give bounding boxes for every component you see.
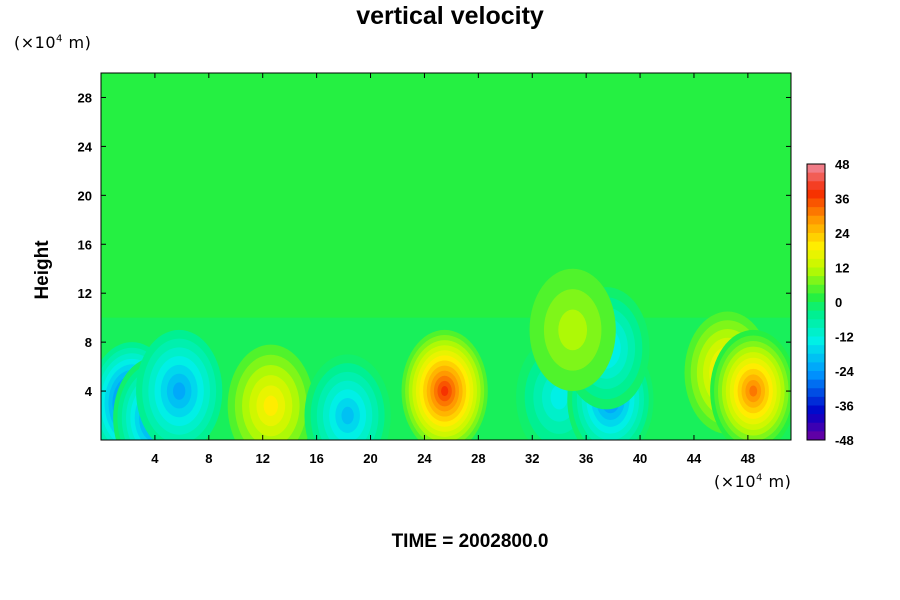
colorbar-band bbox=[807, 293, 825, 303]
colorbar-band bbox=[807, 250, 825, 260]
colorbar-band bbox=[807, 276, 825, 286]
y-tick-label: 4 bbox=[85, 384, 93, 399]
colorbar-band bbox=[807, 189, 825, 199]
contour-feature-4 bbox=[341, 406, 354, 425]
colorbar-tick-label: 12 bbox=[835, 261, 849, 276]
colorbar-band bbox=[807, 241, 825, 251]
x-tick-label: 32 bbox=[525, 451, 539, 466]
y-tick-label: 20 bbox=[78, 188, 92, 203]
colorbar-band bbox=[807, 181, 825, 191]
x-tick-label: 8 bbox=[205, 451, 212, 466]
colorbar-band bbox=[807, 164, 825, 174]
x-tick-label: 36 bbox=[579, 451, 593, 466]
colorbar-tick-label: 48 bbox=[835, 157, 849, 172]
x-tick-label: 16 bbox=[309, 451, 323, 466]
colorbar-frame bbox=[806, 163, 826, 441]
colorbar-band bbox=[807, 327, 825, 337]
x-tick-label: 48 bbox=[741, 451, 755, 466]
chart-title: vertical velocity bbox=[356, 2, 544, 30]
colorbar-tick-label: -48 bbox=[835, 433, 854, 448]
colorbar-band bbox=[807, 215, 825, 225]
contour-feature-6 bbox=[550, 384, 568, 410]
x-tick-label: 44 bbox=[687, 451, 702, 466]
colorbar-band bbox=[807, 172, 825, 182]
x-tick-label: 28 bbox=[471, 451, 485, 466]
colorbar-band bbox=[807, 302, 825, 312]
y-tick-label: 8 bbox=[85, 335, 92, 350]
colorbar-band bbox=[807, 362, 825, 372]
x-tick-label: 24 bbox=[417, 451, 432, 466]
colorbar-tick-label: 0 bbox=[835, 295, 842, 310]
colorbar-tick-label: 36 bbox=[835, 192, 849, 207]
y-tick-label: 12 bbox=[78, 286, 92, 301]
contour-feature-2 bbox=[173, 382, 186, 400]
time-label: TIME = 2002800.0 bbox=[391, 531, 549, 552]
colorbar-band bbox=[807, 353, 825, 363]
colorbar-band bbox=[807, 388, 825, 398]
colorbar-band bbox=[807, 207, 825, 217]
contour-feature-11 bbox=[749, 385, 758, 397]
colorbar-band bbox=[807, 284, 825, 294]
colorbar-band bbox=[807, 422, 825, 432]
y-tick-label: 28 bbox=[78, 90, 92, 105]
x-tick-label: 4 bbox=[151, 451, 159, 466]
colorbar-band bbox=[807, 396, 825, 406]
colorbar-tick-label: 24 bbox=[835, 226, 850, 241]
colorbar-tick-label: -24 bbox=[835, 364, 855, 379]
colorbar-tick-label: -36 bbox=[835, 399, 854, 414]
y-tick-label: 16 bbox=[78, 237, 92, 252]
y-axis-unit: (×104 m) bbox=[14, 33, 92, 52]
x-tick-label: 12 bbox=[255, 451, 269, 466]
x-axis-unit: (×104 m) bbox=[714, 472, 792, 491]
colorbar-band bbox=[807, 233, 825, 243]
contour-feature-3 bbox=[263, 395, 278, 416]
colorbar-band bbox=[807, 379, 825, 389]
contour-feature-5 bbox=[441, 385, 449, 397]
contour-feature-9 bbox=[558, 309, 588, 351]
colorbar-band bbox=[807, 336, 825, 346]
colorbar-band bbox=[807, 414, 825, 424]
colorbar-band bbox=[807, 319, 825, 329]
colorbar-band bbox=[807, 310, 825, 320]
x-tick-label: 40 bbox=[633, 451, 647, 466]
x-tick-label: 20 bbox=[363, 451, 377, 466]
colorbar-band bbox=[807, 405, 825, 415]
colorbar-band bbox=[807, 431, 825, 441]
colorbar-band bbox=[807, 371, 825, 381]
colorbar-band bbox=[807, 224, 825, 234]
colorbar-band bbox=[807, 267, 825, 277]
colorbar-tick-label: -12 bbox=[835, 330, 854, 345]
colorbar-band bbox=[807, 198, 825, 208]
y-tick-label: 24 bbox=[78, 139, 93, 154]
colorbar-band bbox=[807, 258, 825, 268]
colorbar-band bbox=[807, 345, 825, 355]
